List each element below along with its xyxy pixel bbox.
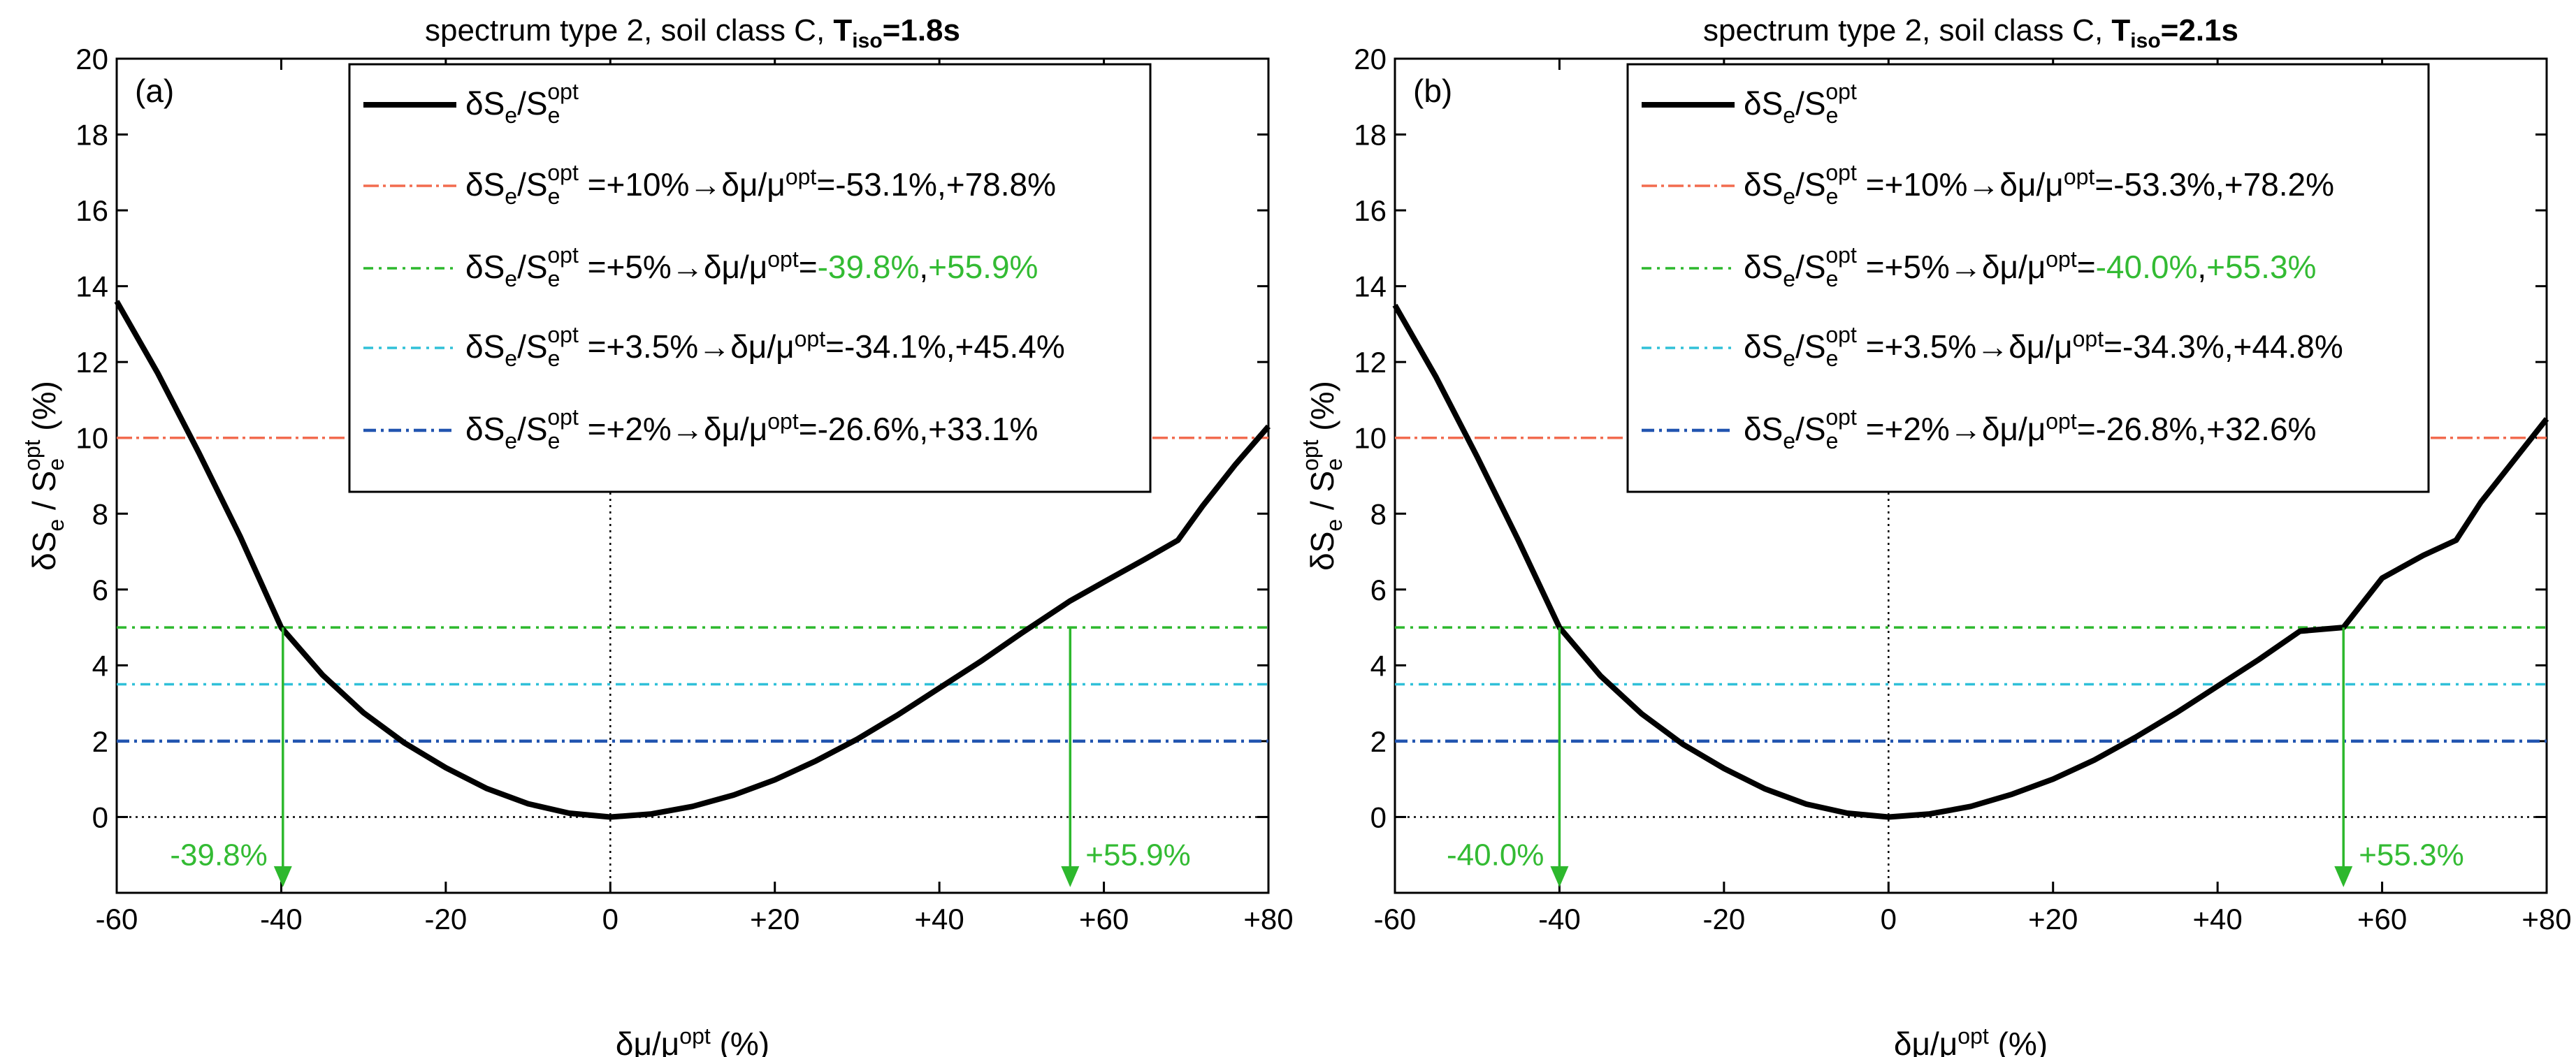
legend-box [348,63,1152,493]
x-tick-label: -20 [425,903,468,935]
y-tick-label: 20 [1354,43,1387,75]
intersection-annotation: +55.3% [2359,838,2463,873]
y-tick-label: 8 [1370,497,1387,530]
y-tick-label: 12 [75,346,108,379]
y-tick-label: 10 [1354,422,1387,455]
y-axis-label: δSe / Seopt (%) [20,381,68,571]
legend-curve-label: δSe/Seopt [1744,79,1857,128]
legend-threshold-label: δSe/Seopt =+3.5%→δμ/μopt=-34.3%,+44.8% [1744,322,2343,371]
legend-threshold-label: δSe/Seopt =+10%→δμ/μopt=-53.3%,+78.2% [1744,160,2334,209]
x-tick-label: 0 [1881,903,1897,935]
chart-title: spectrum type 2, soil class C, Tiso=2.1s [1703,13,2238,52]
x-tick-label: +40 [915,903,964,935]
y-tick-label: 4 [92,649,108,682]
y-tick-label: 2 [1370,725,1387,758]
y-axis-label: δSe / Seopt (%) [1298,381,1347,571]
panel-label: (b) [1413,73,1452,109]
x-tick-label: -60 [96,903,138,935]
chart-panel-a: spectrum type 2, soil class C, Tiso=1.8s… [20,13,1294,1057]
y-tick-label: 0 [1370,801,1387,833]
y-tick-label: 14 [75,270,108,303]
main-curve-line [1392,303,2549,820]
y-tick-label: 0 [92,801,108,833]
intersection-arrow-head [1061,866,1080,887]
x-tick-label: +80 [2521,903,2571,935]
legend-threshold-label: δSe/Seopt =+5%→δμ/μopt=-39.8%,+55.9% [465,242,1038,291]
y-tick-label: 6 [92,574,108,606]
chart-title: spectrum type 2, soil class C, Tiso=1.8s [425,13,960,52]
y-tick-label: 18 [75,119,108,152]
legend-threshold-label: δSe/Seopt =+2%→δμ/μopt=-26.8%,+32.6% [1744,404,2316,453]
plot-frame [115,57,1270,894]
intersection-arrow-head [1550,866,1569,887]
y-tick-label: 18 [1354,119,1387,152]
y-tick-label: 16 [75,194,108,227]
legend-threshold-label: δSe/Seopt =+10%→δμ/μopt=-53.1%,+78.8% [465,160,1056,209]
x-axis-label: δμ/μopt (%) [616,1023,769,1057]
legend-threshold-label: δSe/Seopt =+5%→δμ/μopt=-40.0%,+55.3% [1744,242,2316,291]
legend-box [1626,63,2430,493]
x-tick-label: +40 [2193,903,2243,935]
x-tick-label: -40 [1538,903,1581,935]
y-tick-label: 20 [75,43,108,75]
x-axis-label: δμ/μopt (%) [1894,1023,2048,1057]
chart-panel-b: spectrum type 2, soil class C, Tiso=2.1s… [1298,13,2572,1057]
intersection-arrow-head [273,866,292,887]
x-tick-label: +20 [750,903,799,935]
x-tick-label: +80 [1243,903,1293,935]
legend-threshold-label: δSe/Seopt =+2%→δμ/μopt=-26.6%,+33.1% [465,404,1038,453]
intersection-annotation: -39.8% [170,838,267,873]
intersection-arrow-head [2334,866,2353,887]
panel-label: (a) [135,73,174,109]
x-tick-label: +20 [2028,903,2078,935]
main-curve-line [114,300,1271,820]
y-tick-label: 14 [1354,270,1387,303]
y-tick-label: 2 [92,725,108,758]
y-tick-label: 16 [1354,194,1387,227]
x-tick-label: -60 [1374,903,1417,935]
y-tick-label: 12 [1354,346,1387,379]
x-tick-label: -20 [1703,903,1746,935]
y-tick-label: 10 [75,422,108,455]
y-tick-label: 8 [92,497,108,530]
intersection-annotation: +55.9% [1085,838,1190,873]
y-tick-label: 6 [1370,574,1387,606]
x-tick-label: +60 [1079,903,1129,935]
x-tick-label: -40 [260,903,303,935]
intersection-annotation: -40.0% [1447,838,1544,873]
x-tick-label: 0 [602,903,618,935]
y-tick-label: 4 [1370,649,1387,682]
plot-frame [1394,57,2548,894]
legend-curve-label: δSe/Seopt [465,79,579,128]
legend-threshold-label: δSe/Seopt =+3.5%→δμ/μopt=-34.1%,+45.4% [465,322,1065,371]
x-tick-label: +60 [2357,903,2407,935]
